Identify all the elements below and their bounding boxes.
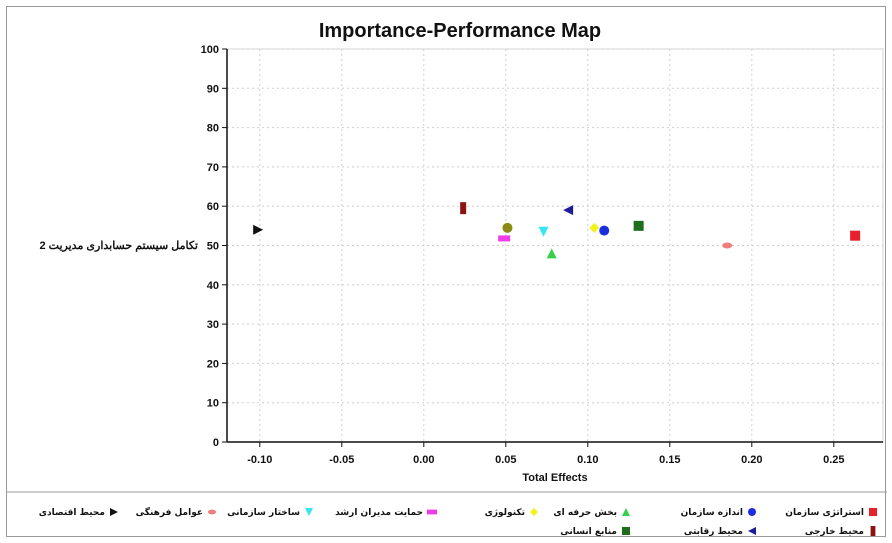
data-point — [563, 205, 574, 216]
legend-marker — [748, 508, 756, 516]
legend-marker — [530, 508, 538, 516]
x-tick-label: 0.25 — [823, 454, 844, 466]
chart-title: Importance-Performance Map — [319, 20, 601, 42]
legend-label: اندازه سازمان — [681, 508, 743, 518]
x-tick-label: 0.20 — [741, 454, 762, 466]
y-tick-label: 20 — [207, 358, 219, 370]
plot-area — [226, 48, 884, 443]
x-axis-label: Total Effects — [522, 472, 587, 484]
legend-marker — [110, 508, 118, 516]
data-point — [633, 220, 644, 231]
x-tick-label: 0.00 — [413, 454, 434, 466]
data-point — [538, 226, 549, 237]
legend-label: محیط اقتصادی — [39, 508, 105, 518]
legend-marker — [208, 509, 216, 515]
legend-marker — [870, 526, 876, 536]
y-tick-label: 10 — [207, 398, 219, 410]
y-tick-label: 0 — [213, 437, 219, 449]
legend-marker — [869, 508, 877, 516]
x-tick-group: -0.10 -0.05 0.00 0.05 0.10 0.15 0.20 0.25 — [247, 442, 845, 466]
legend-label: حمایت مدیران ارشد — [335, 508, 423, 518]
grid — [227, 48, 883, 442]
legend-label: تکنولوژی — [485, 508, 525, 518]
legend-label: استراتژی سازمان — [785, 508, 864, 518]
x-tick-label: -0.10 — [247, 454, 272, 466]
data-point — [722, 242, 733, 249]
legend-label: منابع انسانی — [560, 527, 617, 537]
legend-marker — [622, 527, 630, 535]
legend-label: بخش حرفه ای — [553, 508, 617, 518]
legend-marker — [622, 508, 630, 516]
legend: استراتژی سازمان اندازه سازمان بخش حرفه ای ت… — [39, 506, 877, 537]
legend-label: محیط رقابتی — [684, 527, 743, 537]
y-tick-label: 80 — [207, 123, 219, 135]
legend-marker — [748, 527, 756, 535]
data-point — [460, 202, 467, 215]
chart-frame: Importance-Performance Map 0 10 20 30 40 50 60… — [6, 6, 887, 537]
y-tick-label: 60 — [207, 201, 219, 213]
y-tick-group: 0 10 20 30 40 50 60 70 80 90 100 — [201, 44, 227, 449]
data-point — [502, 222, 513, 233]
y-tick-label: 100 — [201, 44, 219, 56]
data-point — [546, 248, 557, 259]
data-points — [253, 202, 861, 259]
legend-marker — [305, 508, 313, 516]
chart-svg: Importance-Performance Map 0 10 20 30 40 50 60… — [7, 20, 887, 537]
y-tick-label: 50 — [207, 241, 219, 253]
legend-label: محیط خارجی — [805, 527, 864, 537]
legend-marker — [427, 509, 437, 515]
data-point — [589, 222, 600, 233]
data-point — [253, 224, 264, 235]
data-point — [498, 235, 511, 242]
y-tick-label: 90 — [207, 83, 219, 95]
legend-label: ساختار سازمانی — [227, 508, 300, 518]
y-tick-label: 40 — [207, 280, 219, 292]
x-tick-label: -0.05 — [329, 454, 354, 466]
data-point — [850, 230, 861, 241]
y-axis-label: تکامل سیستم حسابداری مدیریت 2 — [40, 240, 199, 252]
y-tick-label: 70 — [207, 162, 219, 174]
x-tick-label: 0.15 — [659, 454, 680, 466]
x-tick-label: 0.05 — [495, 454, 516, 466]
y-tick-label: 30 — [207, 319, 219, 331]
data-point — [599, 225, 610, 236]
x-tick-label: 0.10 — [577, 454, 598, 466]
legend-label: عوامل فرهنگی — [136, 506, 203, 518]
